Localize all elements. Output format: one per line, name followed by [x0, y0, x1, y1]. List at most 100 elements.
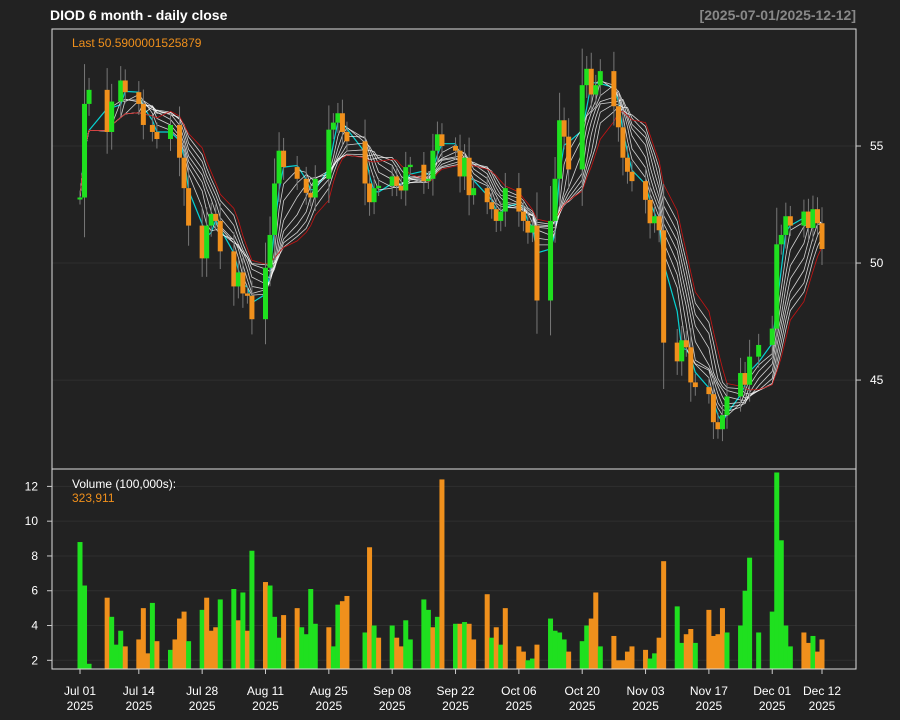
price-candle	[326, 129, 332, 179]
price-candle	[489, 202, 495, 210]
volume-label: Volume (100,000s):	[72, 477, 176, 491]
volume-bar	[557, 632, 563, 669]
price-candle	[814, 209, 820, 224]
price-candle	[136, 92, 142, 104]
volume-bar	[217, 599, 223, 669]
x-tick-label-date: Jul 14	[123, 684, 155, 698]
price-candle	[376, 185, 382, 189]
volume-bar	[394, 637, 400, 669]
volume-bar	[425, 609, 431, 669]
volume-bar	[652, 653, 658, 669]
price-candle	[235, 272, 241, 287]
volume-bar	[819, 639, 825, 669]
price-y-tick-label: 55	[870, 139, 884, 153]
volume-bar	[235, 620, 241, 669]
volume-bar	[593, 592, 599, 669]
price-candle	[407, 164, 413, 168]
price-candle	[484, 188, 490, 203]
volume-bar	[276, 637, 282, 669]
price-candle	[118, 80, 124, 102]
volume-bar	[122, 646, 128, 669]
x-tick-label-date: Dec 12	[803, 684, 841, 698]
volume-bar	[778, 540, 784, 669]
volume-bar	[692, 642, 698, 669]
price-candle	[643, 181, 649, 200]
x-tick-label-year: 2025	[315, 699, 342, 713]
volume-bar	[588, 618, 594, 669]
price-candle	[525, 220, 531, 233]
volume-y-tick-label: 2	[31, 653, 38, 667]
price-candle	[534, 225, 540, 301]
volume-bar	[484, 594, 490, 669]
price-candle	[213, 213, 219, 221]
price-candle	[778, 234, 784, 245]
price-candle	[819, 223, 825, 249]
price-candle	[82, 103, 88, 198]
volume-y-tick-label: 10	[25, 514, 39, 528]
price-candle	[86, 89, 92, 104]
price-candle	[683, 340, 689, 348]
price-candle	[674, 342, 680, 362]
volume-bar	[403, 620, 409, 669]
price-candle	[466, 157, 472, 196]
price-candle	[529, 225, 535, 233]
price-candle	[199, 225, 205, 259]
price-candle	[186, 188, 192, 226]
price-candle	[810, 209, 816, 228]
price-candle	[362, 141, 368, 184]
volume-bar	[199, 609, 205, 669]
volume-bar	[113, 644, 119, 669]
volume-bar	[615, 660, 621, 669]
price-candle	[593, 85, 599, 95]
price-candles	[77, 48, 825, 442]
volume-bar	[579, 641, 585, 669]
x-tick-label-date: Nov 03	[627, 684, 665, 698]
volume-bar	[312, 623, 318, 669]
volume-bar	[683, 634, 689, 669]
price-candle	[615, 106, 621, 128]
volume-bar	[742, 590, 748, 669]
price-candle	[493, 209, 499, 221]
x-tick-label-date: Sep 08	[373, 684, 411, 698]
volume-bar	[82, 585, 88, 669]
volume-bar	[548, 618, 554, 669]
volume-bars	[77, 472, 825, 669]
volume-bar	[611, 635, 617, 669]
price-candle	[462, 157, 468, 177]
volume-bar	[186, 641, 192, 669]
x-tick-label-year: 2025	[67, 699, 94, 713]
volume-bar	[145, 653, 151, 669]
x-tick-label-date: Oct 20	[565, 684, 601, 698]
volume-bar	[109, 616, 115, 669]
x-tick-label-date: Sep 22	[437, 684, 475, 698]
price-candle	[679, 340, 685, 362]
volume-bar	[498, 644, 504, 669]
price-candle	[457, 150, 463, 177]
price-y-tick-label: 50	[870, 256, 884, 270]
volume-bar	[656, 637, 662, 669]
volume-y-tick-label: 6	[31, 584, 38, 598]
x-tick-label-date: Dec 01	[753, 684, 791, 698]
price-candle	[706, 387, 712, 395]
volume-bar	[471, 639, 477, 669]
price-candle	[371, 188, 377, 203]
price-candle	[742, 373, 748, 385]
price-candle	[240, 272, 246, 294]
volume-bar	[747, 557, 753, 669]
volume-bar	[774, 472, 780, 669]
volume-bar	[231, 589, 237, 669]
volume-bar	[213, 627, 219, 669]
volume-bar	[294, 608, 300, 669]
x-tick-label-year: 2025	[189, 699, 216, 713]
price-y-tick-label: 45	[870, 373, 884, 387]
price-candle	[805, 211, 811, 228]
price-candle	[516, 188, 522, 212]
price-candle	[231, 251, 237, 287]
price-candle	[688, 347, 694, 383]
volume-bar	[434, 616, 440, 669]
price-candle	[122, 80, 128, 93]
price-candle	[439, 134, 445, 147]
volume-bar	[629, 646, 635, 669]
